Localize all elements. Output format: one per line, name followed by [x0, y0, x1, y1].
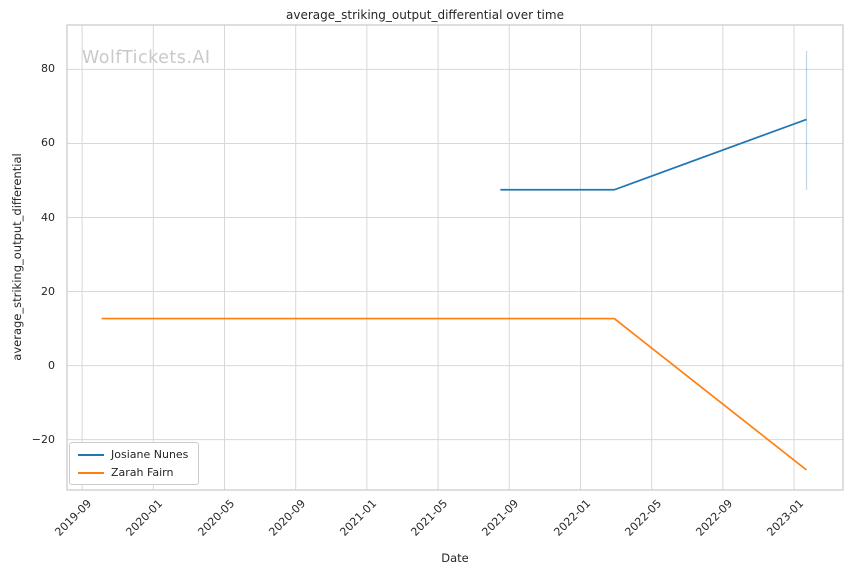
series-line-zarah-fairn [101, 317, 808, 471]
chart-title: average_striking_output_differential ove… [286, 8, 564, 22]
y-tick-label: −20 [31, 432, 55, 446]
x-axis-label: Date [441, 551, 469, 565]
legend-line-swatch [78, 453, 104, 456]
series-line-josiane-nunes [500, 118, 807, 191]
y-tick-label: 60 [41, 136, 55, 150]
legend-item-zarah-fairn: Zarah Fairn [78, 465, 190, 480]
plot-border [66, 24, 844, 491]
y-tick-label: 0 [48, 358, 55, 372]
legend-item-josiane-nunes: Josiane Nunes [78, 447, 190, 462]
y-tick-label: 80 [41, 62, 55, 76]
y-tick-label: 40 [41, 210, 55, 224]
y-tick-label: 20 [41, 284, 55, 298]
legend-label: Josiane Nunes [111, 448, 189, 461]
legend-line-swatch [78, 471, 104, 474]
watermark: WolfTickets.AI [82, 48, 211, 68]
legend-label: Zarah Fairn [111, 466, 174, 479]
legend: Josiane Nunes Zarah Fairn [69, 442, 199, 485]
